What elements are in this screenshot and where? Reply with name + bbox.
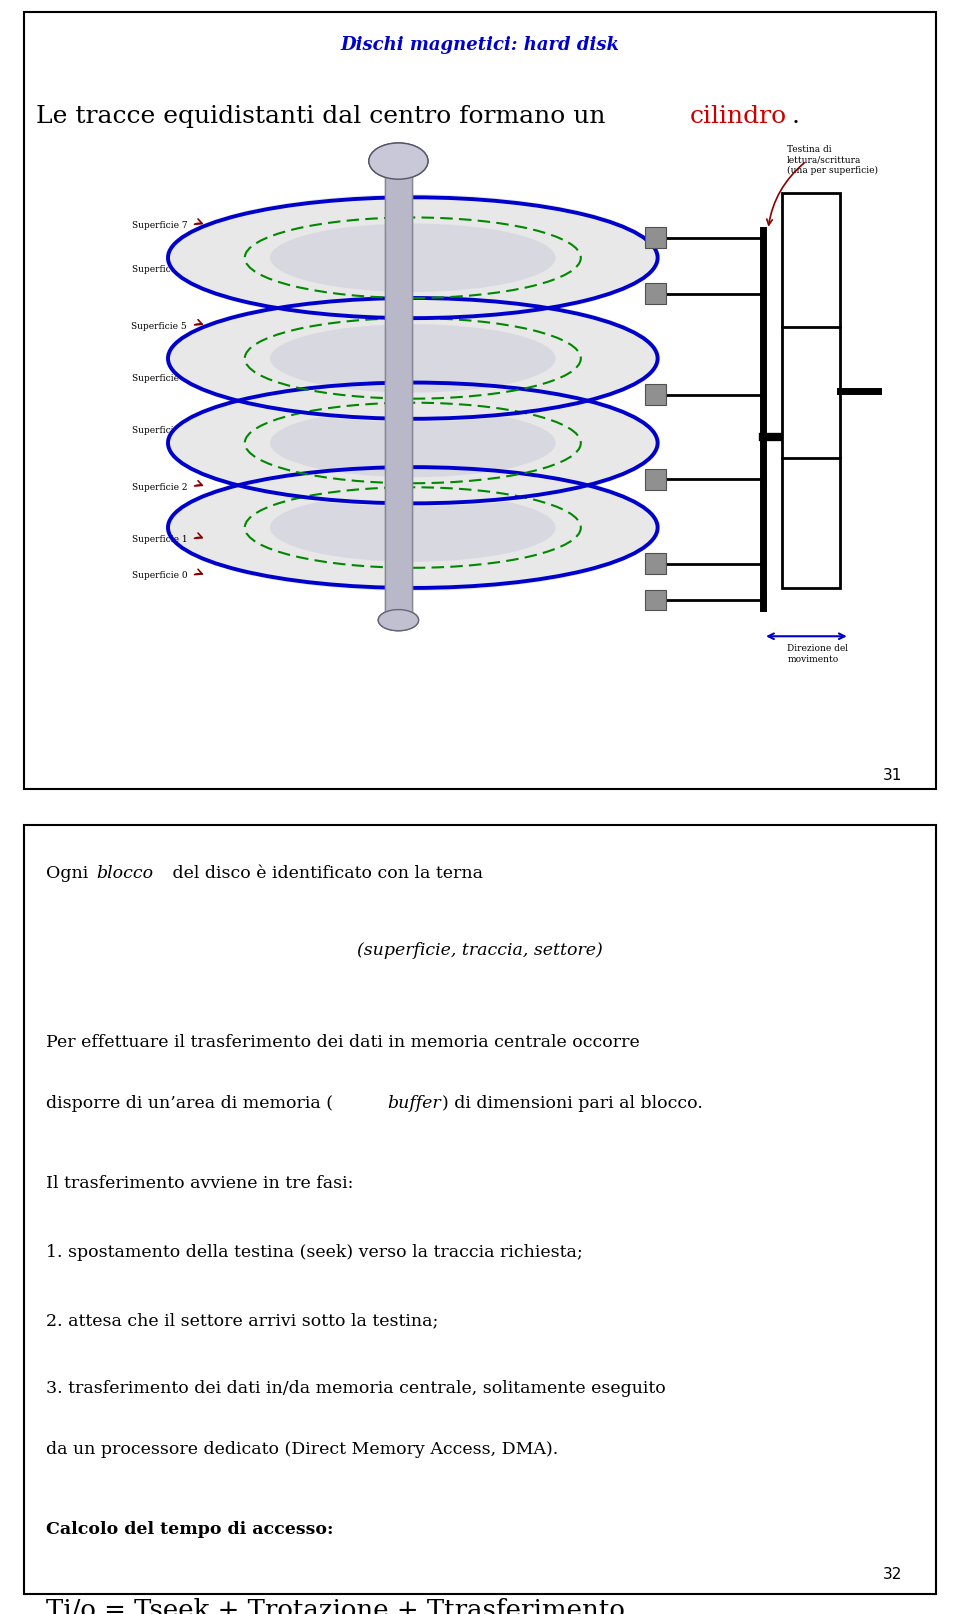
Text: del disco è identificato con la terna: del disco è identificato con la terna — [167, 865, 483, 881]
Text: Dischi magnetici: hard disk: Dischi magnetici: hard disk — [341, 36, 619, 55]
Text: Superficie 7: Superficie 7 — [132, 221, 187, 231]
Text: 1. spostamento della testina (seek) verso la traccia richiesta;: 1. spostamento della testina (seek) vers… — [46, 1243, 583, 1261]
Text: Superficie 5: Superficie 5 — [132, 321, 187, 331]
Text: 3. trasferimento dei dati in/da memoria centrale, solitamente eseguito: 3. trasferimento dei dati in/da memoria … — [46, 1380, 666, 1398]
Text: Superficie 3: Superficie 3 — [132, 426, 187, 436]
Ellipse shape — [270, 408, 556, 478]
Ellipse shape — [270, 494, 556, 562]
Text: Ti/o = Tseek + Trotazione + Ttrasferimento: Ti/o = Tseek + Trotazione + Ttrasferimen… — [46, 1598, 625, 1614]
Text: 31: 31 — [883, 768, 902, 783]
Text: (​superficie​, ​traccia​, ​settore​): (​superficie​, ​traccia​, ​settore​) — [357, 941, 603, 959]
FancyBboxPatch shape — [385, 161, 412, 620]
Text: Testina di
lettura/scrittura
(una per superficie): Testina di lettura/scrittura (una per su… — [787, 145, 878, 174]
Text: Superficie 1: Superficie 1 — [132, 536, 187, 544]
FancyBboxPatch shape — [645, 468, 666, 489]
Text: 32: 32 — [883, 1567, 902, 1582]
Text: blocco: blocco — [96, 865, 154, 881]
Text: Ogni: Ogni — [46, 865, 94, 881]
Ellipse shape — [369, 144, 428, 179]
Text: buffer: buffer — [387, 1094, 441, 1112]
Ellipse shape — [270, 223, 556, 292]
Text: Superficie 4: Superficie 4 — [132, 374, 187, 383]
Ellipse shape — [165, 295, 660, 421]
Text: Superficie 6: Superficie 6 — [132, 265, 187, 274]
Text: Le tracce equidistanti dal centro formano un: Le tracce equidistanti dal centro forman… — [36, 105, 614, 128]
Ellipse shape — [369, 144, 428, 179]
Text: Calcolo del tempo di accesso:: Calcolo del tempo di accesso: — [46, 1522, 333, 1538]
Text: Per effettuare il trasferimento dei dati in memoria centrale occorre: Per effettuare il trasferimento dei dati… — [46, 1035, 639, 1051]
FancyBboxPatch shape — [645, 554, 666, 575]
Ellipse shape — [165, 379, 660, 507]
Ellipse shape — [378, 610, 419, 631]
FancyBboxPatch shape — [645, 384, 666, 405]
Text: da un processore dedicato (Direct Memory Access, DMA).: da un processore dedicato (Direct Memory… — [46, 1441, 559, 1457]
Text: 2. attesa che il settore arrivi sotto la testina;: 2. attesa che il settore arrivi sotto la… — [46, 1312, 439, 1328]
FancyBboxPatch shape — [645, 228, 666, 249]
Text: Direzione del
movimento: Direzione del movimento — [787, 644, 849, 663]
FancyBboxPatch shape — [385, 161, 412, 620]
FancyBboxPatch shape — [645, 284, 666, 305]
Text: ) di dimensioni pari al blocco.: ) di dimensioni pari al blocco. — [442, 1094, 703, 1112]
Text: disporre di un’area di memoria (: disporre di un’area di memoria ( — [46, 1094, 333, 1112]
Ellipse shape — [378, 610, 419, 631]
Ellipse shape — [165, 194, 660, 321]
Ellipse shape — [270, 324, 556, 392]
Text: Superficie 0: Superficie 0 — [132, 571, 187, 581]
FancyBboxPatch shape — [782, 194, 840, 587]
Text: Superficie 2: Superficie 2 — [132, 483, 187, 492]
Text: cilindro: cilindro — [689, 105, 786, 128]
Text: Il trasferimento avviene in tre fasi:: Il trasferimento avviene in tre fasi: — [46, 1175, 353, 1193]
Text: .: . — [792, 105, 800, 128]
Ellipse shape — [165, 465, 660, 591]
FancyBboxPatch shape — [645, 589, 666, 610]
